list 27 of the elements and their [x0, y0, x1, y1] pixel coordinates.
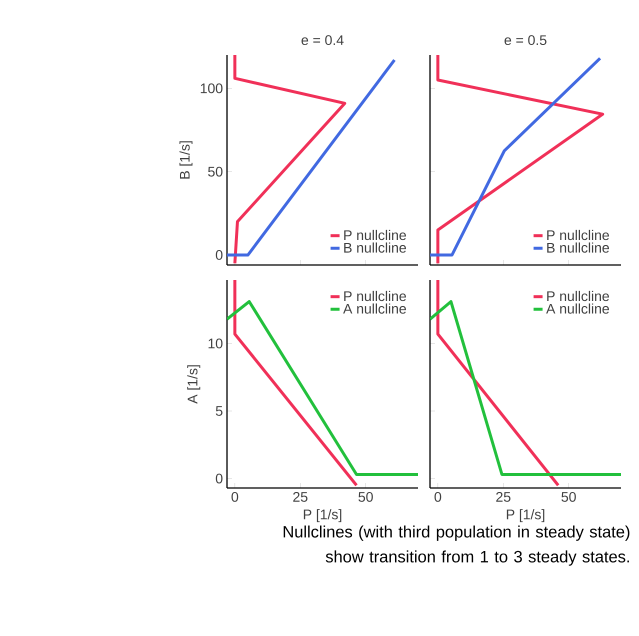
y-tick-label: 0 [216, 250, 222, 260]
y-tick-label: 0 [216, 474, 222, 484]
legend-label: P nullcline [344, 290, 406, 302]
y-tick-label: 10 [208, 338, 222, 348]
x-tick-label: 0 [434, 492, 442, 502]
legend-label: B nullcline [547, 242, 609, 253]
legend-label: P nullcline [344, 230, 406, 240]
y-tick-label: 5 [216, 406, 222, 416]
x-tick-label: 50 [358, 492, 373, 502]
legend-label: P nullcline [547, 290, 609, 302]
y-tick-label: 50 [208, 166, 222, 177]
chart-title: e = 0.5 [504, 35, 546, 46]
legend-label: A nullcline [343, 303, 406, 314]
text: Nullclines (with third population in steady state) show transition from 1 to 3 steady states. [284, 526, 630, 566]
x-tick-label: 25 [293, 492, 308, 502]
x-tick-label: 50 [561, 492, 576, 502]
legend-label: B nullcline [344, 242, 406, 253]
legend-label: A nullcline [546, 303, 609, 314]
y-axis-title: B [1/s] [179, 141, 192, 179]
y-axis-title: A [1/s] [187, 365, 200, 404]
x-axis-title: P [1/s] [304, 509, 342, 522]
legend-label: P nullcline [547, 230, 609, 240]
chart-title: e = 0.4 [302, 35, 344, 46]
x-tick-label: 0 [232, 492, 238, 502]
y-tick-label: 100 [200, 83, 222, 94]
x-tick-label: 25 [496, 492, 510, 502]
x-axis-title: P [1/s] [506, 509, 544, 522]
